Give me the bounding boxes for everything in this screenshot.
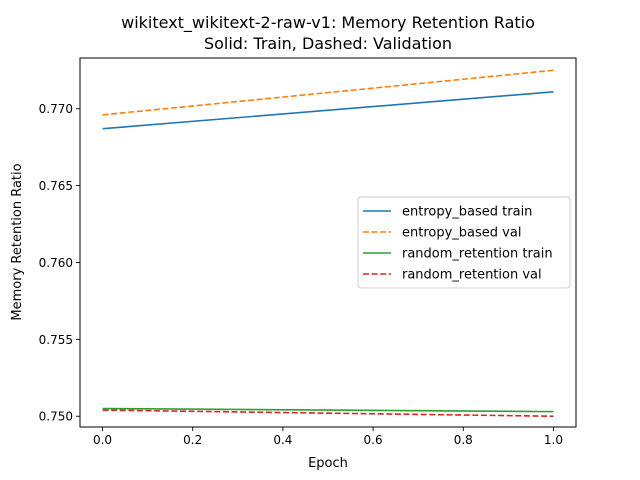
y-tick-label: 0.760 — [39, 256, 73, 270]
legend: entropy_based train entropy_based val rand… — [357, 196, 571, 289]
x-tick-label: 0.8 — [454, 433, 473, 447]
series-line-entropy-based-train — [102, 91, 554, 130]
legend-label: random_retention train — [402, 247, 553, 262]
legend-label: entropy_based val — [402, 226, 521, 241]
x-tick-label: 0.2 — [183, 433, 202, 447]
chart-subtitle: Solid: Train, Dashed: Validation — [204, 34, 452, 53]
series-line-entropy-based-val — [102, 69, 554, 116]
plot-frame — [79, 57, 577, 428]
y-tick-label: 0.755 — [39, 333, 73, 347]
y-tick-label: 0.750 — [39, 410, 73, 424]
legend-label: random_retention val — [402, 268, 542, 283]
legend-label: entropy_based train — [402, 205, 532, 220]
x-axis-label: Epoch — [308, 456, 348, 471]
x-tick-label: 0.0 — [93, 433, 112, 447]
y-axis-label: Memory Retention Ratio — [10, 163, 25, 320]
x-tick-label: 0.4 — [273, 433, 292, 447]
series-line-random-retention-train — [102, 407, 554, 413]
y-axis: 0.750 0.755 0.760 0.765 0.770 — [39, 102, 80, 424]
y-tick-label: 0.765 — [39, 179, 73, 193]
chart-title: wikitext_wikitext-2-raw-v1: Memory Reten… — [121, 13, 535, 33]
plot-area — [102, 69, 554, 418]
x-axis: 0.0 0.2 0.4 0.6 0.8 1.0 — [93, 427, 563, 447]
series-line-random-retention-val — [102, 409, 554, 418]
x-tick-label: 1.0 — [544, 433, 563, 447]
x-tick-label: 0.6 — [364, 433, 383, 447]
y-tick-label: 0.770 — [39, 102, 73, 116]
legend-box — [357, 196, 571, 289]
